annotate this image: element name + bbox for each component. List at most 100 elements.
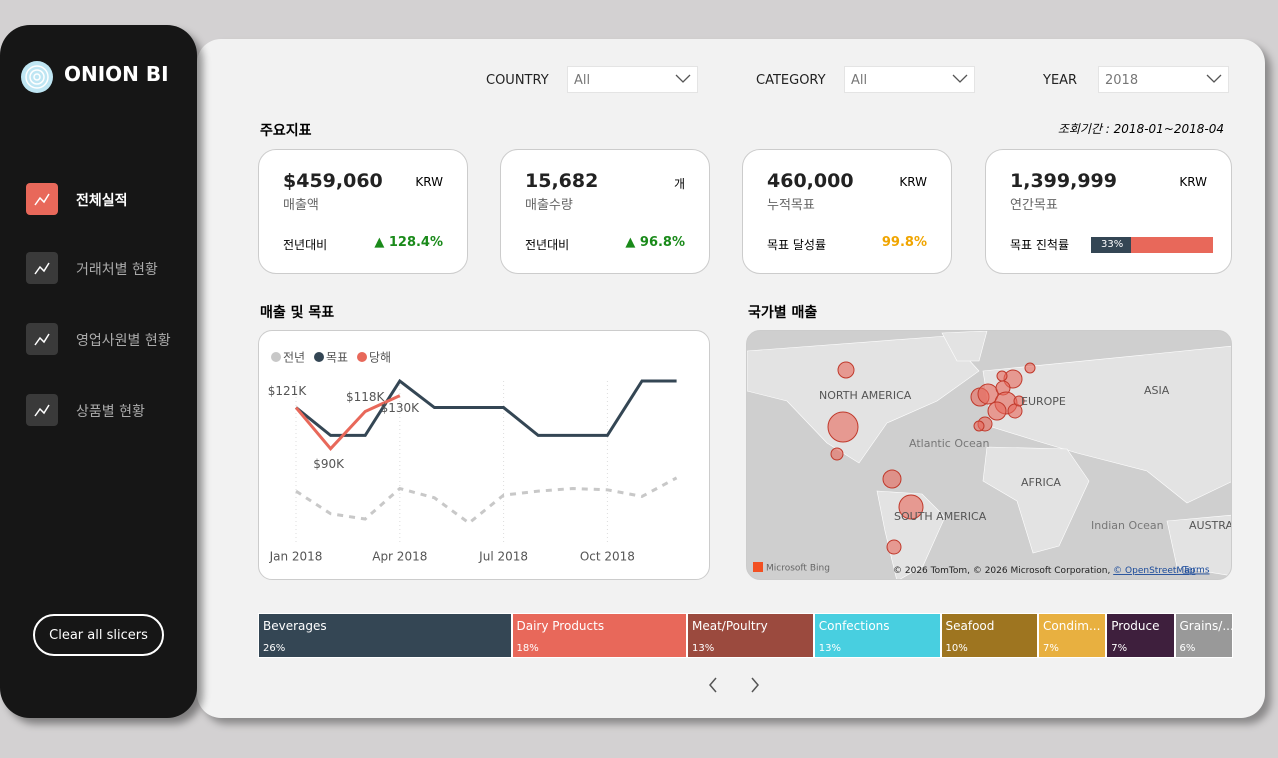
- legend-dot: [271, 352, 281, 362]
- map-bubble: [977, 383, 999, 405]
- kpi-unit: 개: [673, 177, 685, 191]
- map-bubble: [830, 447, 844, 461]
- treemap-value: 18%: [516, 643, 539, 654]
- nav-icon: [26, 252, 58, 284]
- treemap-value: 7%: [1111, 643, 1128, 654]
- treemap-name: Produce: [1111, 619, 1160, 633]
- section-title: 주요지표: [260, 123, 312, 139]
- series-line: [295, 378, 677, 437]
- data-label: $130K: [381, 401, 421, 415]
- map-label: ASIA: [1144, 384, 1170, 397]
- terms-link: Terms: [1182, 566, 1210, 576]
- map-label: AUSTRAL: [1189, 519, 1232, 532]
- kpi-label: 누적목표: [767, 198, 815, 213]
- map-bubble: [886, 539, 902, 555]
- nav-label: 거래처별 현황: [76, 262, 158, 278]
- legend-label: 전년: [283, 351, 305, 365]
- nav-label: 전체실적: [76, 193, 128, 209]
- pager-next[interactable]: [745, 673, 765, 697]
- data-label: $121K: [268, 384, 308, 398]
- nav-icon: [26, 323, 58, 355]
- nav-item[interactable]: 영업사원별 현황: [26, 323, 191, 355]
- legend-dot: [357, 352, 367, 362]
- treemap-cell[interactable]: Dairy Products 18%: [511, 613, 687, 658]
- treemap-name: Beverages: [263, 619, 327, 633]
- progress-label: 33%: [1101, 239, 1124, 250]
- kpi-compare-label: 목표 달성률: [767, 238, 827, 252]
- treemap-cell[interactable]: Condim... 7%: [1038, 613, 1107, 658]
- map-bubble: [898, 494, 924, 520]
- bing-logo: [753, 562, 763, 572]
- treemap-cell[interactable]: Confections 13%: [813, 613, 941, 658]
- treemap-cell[interactable]: Beverages 26%: [258, 613, 512, 658]
- filter-dropdown[interactable]: All: [844, 66, 975, 93]
- treemap-cell[interactable]: Meat/Poultry 13%: [687, 613, 814, 658]
- land: [941, 331, 988, 362]
- filter-value: All: [851, 73, 868, 88]
- treemap-cell[interactable]: Produce 7%: [1106, 613, 1175, 658]
- x-tick-label: Jan 2018: [269, 550, 323, 564]
- filter-dropdown[interactable]: 2018: [1098, 66, 1229, 93]
- progress-fill: [1091, 237, 1132, 253]
- nav-item[interactable]: 상품별 현황: [26, 394, 191, 426]
- brand: ONION BI: [64, 62, 169, 86]
- kpi-compare-label: 전년대비: [525, 238, 570, 252]
- osm-link[interactable]: © OpenStreetMap: [1113, 566, 1196, 576]
- map-bubble: [973, 420, 985, 432]
- map-bubble: [1013, 395, 1025, 407]
- kpi-compare-label: 전년대비: [283, 238, 328, 252]
- kpi-unit: KRW: [415, 175, 443, 189]
- map-label: SOUTH AMERICA: [894, 510, 987, 523]
- kpi-compare: ▲ 96.8%: [625, 235, 685, 250]
- filter-value: 2018: [1105, 73, 1139, 88]
- map-label: NORTH AMERICA: [819, 389, 912, 402]
- filter-dropdown[interactable]: All: [567, 66, 698, 93]
- legend-label: 당해: [369, 351, 391, 365]
- filter-label: YEAR: [1043, 73, 1078, 88]
- nav-item[interactable]: 전체실적: [26, 183, 191, 215]
- x-tick-label: Apr 2018: [372, 550, 427, 564]
- map-logo: Microsoft Bing: [766, 564, 830, 574]
- kpi-label: 매출액: [283, 198, 319, 213]
- map-label: Atlantic Ocean: [909, 437, 990, 450]
- kpi-card: 460,000 KRW 누적목표 목표 달성률 99.8%: [742, 149, 952, 274]
- filter-value: All: [574, 73, 591, 88]
- clear-button[interactable]: Clear all slicers: [33, 614, 164, 656]
- kpi-unit: KRW: [1179, 175, 1207, 189]
- kpi-card: $459,060 KRW 매출액 전년대비 ▲ 128.4%: [258, 149, 468, 274]
- kpi-label: 매출수량: [525, 198, 573, 213]
- legend-label: 목표: [326, 351, 348, 365]
- treemap-name: Grains/...: [1179, 619, 1233, 633]
- map-bubble: [1024, 362, 1036, 374]
- data-label: $118K: [346, 390, 386, 404]
- treemap-value: 13%: [818, 643, 841, 654]
- treemap-cell[interactable]: Seafood 10%: [940, 613, 1038, 658]
- land: [1166, 514, 1231, 576]
- treemap-cell[interactable]: Grains/... 6%: [1174, 613, 1233, 658]
- treemap-value: 10%: [945, 643, 968, 654]
- treemap-value: 13%: [692, 643, 715, 654]
- nav-item[interactable]: 거래처별 현황: [26, 252, 191, 284]
- series-line: [294, 394, 401, 451]
- chart-card: Jan 2018 Apr 2018 Jul 2018 Oct 2018 전년 목표 당해 $1…: [258, 330, 710, 580]
- pager-prev[interactable]: [703, 673, 723, 697]
- filter-label: CATEGORY: [756, 73, 826, 88]
- map: NORTH AMERICA Atlantic Ocean EUROPE ASIA AFR…: [747, 331, 1232, 579]
- map-copyright: © 2026 TomTom, © 2026 Microsoft Corporat…: [893, 566, 1196, 576]
- series-line: [295, 476, 678, 525]
- x-tick-label: Jul 2018: [478, 550, 528, 564]
- map-bubble: [837, 361, 855, 379]
- treemap-value: 6%: [1179, 643, 1196, 654]
- kpi-value: 1,399,999: [1010, 170, 1117, 192]
- map-card: NORTH AMERICA Atlantic Ocean EUROPE ASIA AFR…: [746, 330, 1232, 580]
- chart-title: 매출 및 목표: [260, 305, 335, 321]
- treemap-value: 26%: [263, 643, 286, 654]
- kpi-value: 15,682: [525, 170, 599, 192]
- land: [982, 446, 1090, 554]
- kpi-compare-label: 목표 진척률: [1010, 238, 1070, 252]
- kpi-compare: 99.8%: [881, 235, 927, 250]
- treemap-name: Dairy Products: [516, 619, 605, 633]
- map-bubble: [882, 469, 902, 489]
